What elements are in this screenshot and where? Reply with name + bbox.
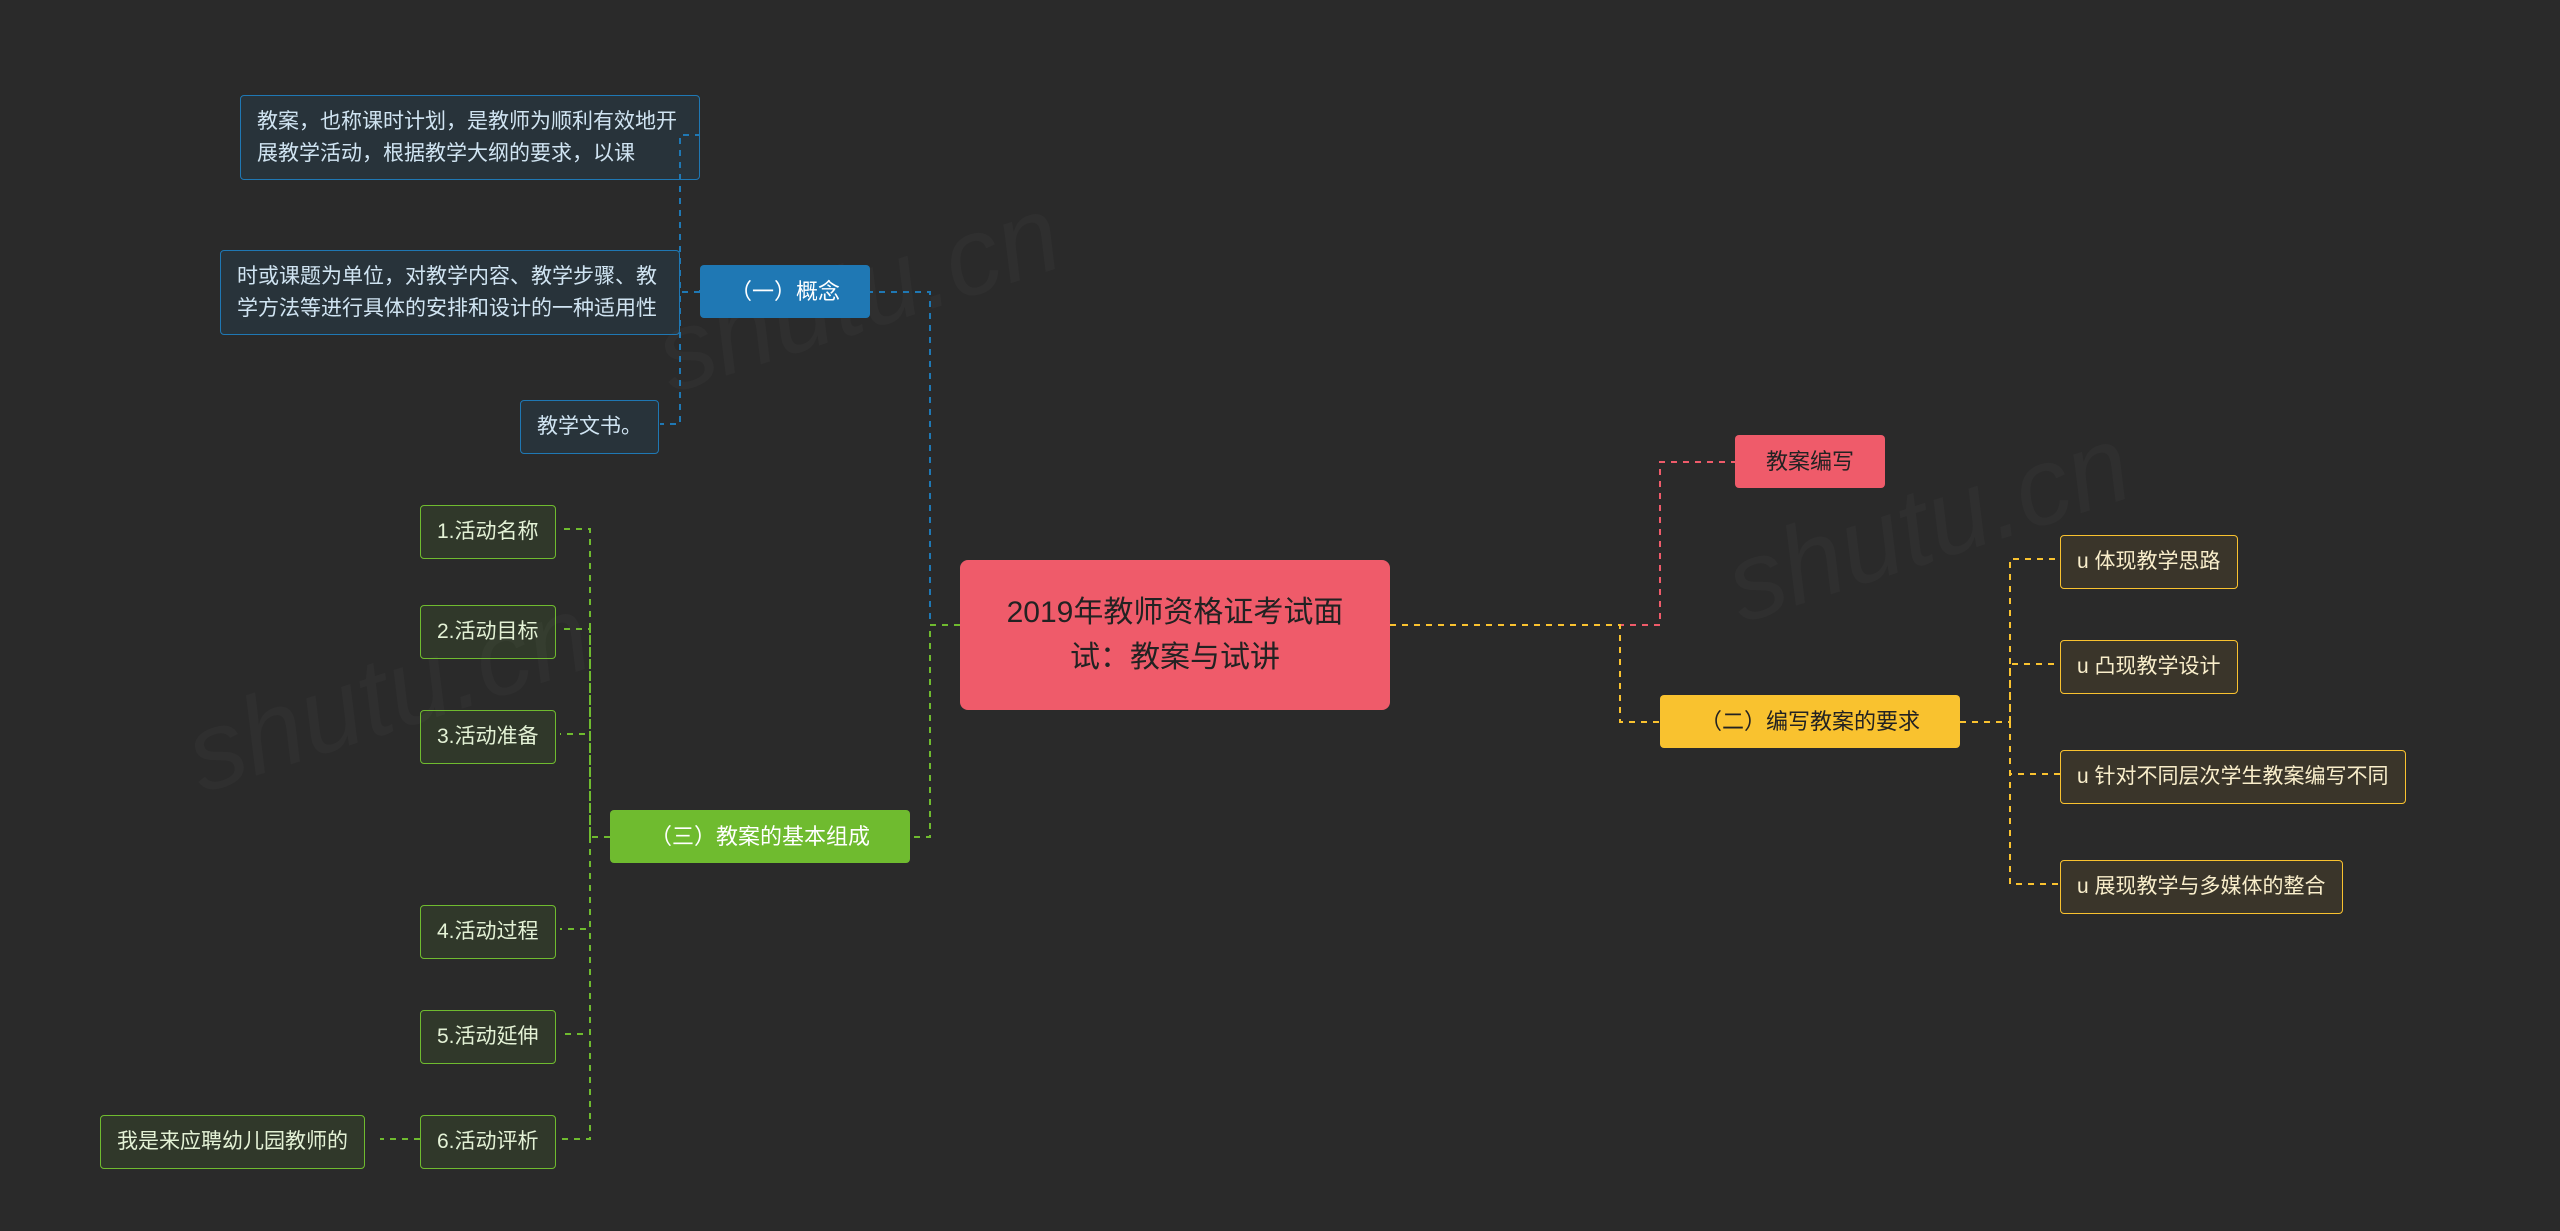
leaf-comp-2: 2.活动目标 bbox=[420, 605, 556, 659]
branch-composition-label: （三）教案的基本组成 bbox=[650, 820, 870, 853]
leaf-req-3: u 针对不同层次学生教案编写不同 bbox=[2060, 750, 2406, 804]
root-node: 2019年教师资格证考试面 试：教案与试讲 bbox=[960, 560, 1390, 710]
leaf-text: u 体现教学思路 bbox=[2077, 546, 2221, 578]
leaf-req-4: u 展现教学与多媒体的整合 bbox=[2060, 860, 2343, 914]
leaf-concept-1: 教案，也称课时计划，是教师为顺利有效地开展教学活动，根据教学大纲的要求，以课 bbox=[240, 95, 700, 180]
branch-writing: 教案编写 bbox=[1735, 435, 1885, 488]
leaf-text: 2.活动目标 bbox=[437, 616, 539, 648]
leaf-text: 1.活动名称 bbox=[437, 516, 539, 548]
leaf-concept-3: 教学文书。 bbox=[520, 400, 659, 454]
branch-writing-label: 教案编写 bbox=[1766, 445, 1854, 478]
branch-requirements-label: （二）编写教案的要求 bbox=[1700, 705, 1920, 738]
leaf-comp-3: 3.活动准备 bbox=[420, 710, 556, 764]
branch-requirements: （二）编写教案的要求 bbox=[1660, 695, 1960, 748]
leaf-text: 4.活动过程 bbox=[437, 916, 539, 948]
leaf-comp-4: 4.活动过程 bbox=[420, 905, 556, 959]
leaf-req-1: u 体现教学思路 bbox=[2060, 535, 2238, 589]
leaf-text: 教学文书。 bbox=[537, 411, 642, 443]
leaf-comp-6: 6.活动评析 bbox=[420, 1115, 556, 1169]
leaf-comp-5: 5.活动延伸 bbox=[420, 1010, 556, 1064]
leaf-text: 5.活动延伸 bbox=[437, 1021, 539, 1053]
branch-concept-label: （一）概念 bbox=[730, 275, 840, 308]
leaf-text: 我是来应聘幼儿园教师的 bbox=[117, 1126, 348, 1158]
branch-concept: （一）概念 bbox=[700, 265, 870, 318]
leaf-req-2: u 凸现教学设计 bbox=[2060, 640, 2238, 694]
leaf-concept-2: 时或课题为单位，对教学内容、教学步骤、教学方法等进行具体的安排和设计的一种适用性 bbox=[220, 250, 680, 335]
leaf-text: u 针对不同层次学生教案编写不同 bbox=[2077, 761, 2389, 793]
root-label: 2019年教师资格证考试面 试：教案与试讲 bbox=[1007, 590, 1344, 680]
leaf-text: 3.活动准备 bbox=[437, 721, 539, 753]
leaf-text: u 展现教学与多媒体的整合 bbox=[2077, 871, 2326, 903]
mindmap-canvas: shutu.cn shutu.cn shutu.cn bbox=[0, 0, 2560, 1231]
leaf-text: 时或课题为单位，对教学内容、教学步骤、教学方法等进行具体的安排和设计的一种适用性 bbox=[237, 261, 663, 324]
leaf-comp-6-child: 我是来应聘幼儿园教师的 bbox=[100, 1115, 365, 1169]
branch-composition: （三）教案的基本组成 bbox=[610, 810, 910, 863]
leaf-comp-1: 1.活动名称 bbox=[420, 505, 556, 559]
leaf-text: 教案，也称课时计划，是教师为顺利有效地开展教学活动，根据教学大纲的要求，以课 bbox=[257, 106, 683, 169]
leaf-text: 6.活动评析 bbox=[437, 1126, 539, 1158]
leaf-text: u 凸现教学设计 bbox=[2077, 651, 2221, 683]
